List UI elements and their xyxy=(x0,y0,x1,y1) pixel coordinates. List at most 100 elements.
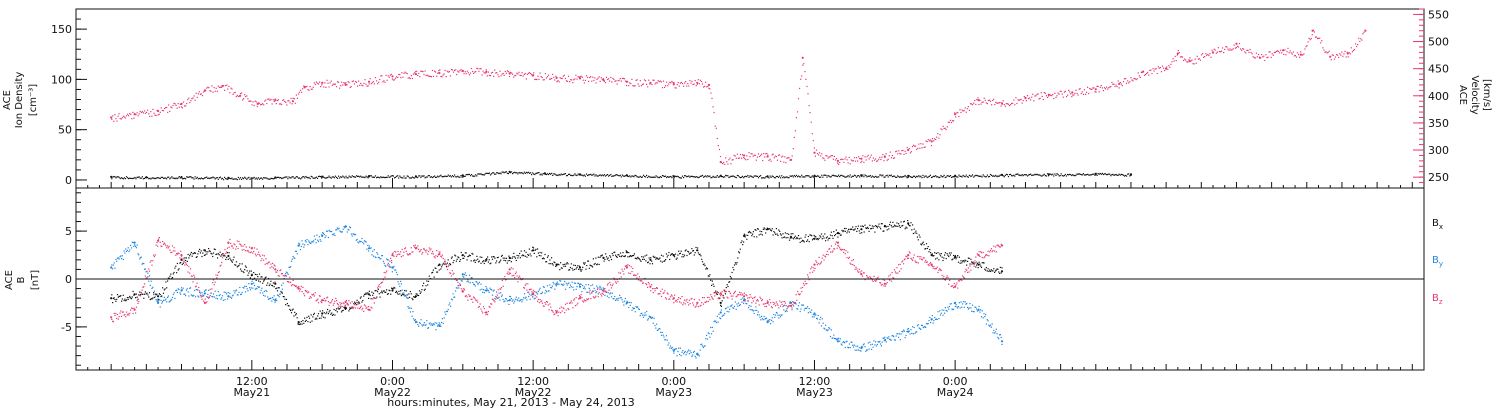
density-series-point xyxy=(840,174,842,177)
velocity-series-point xyxy=(727,163,729,165)
density-series-point xyxy=(1046,173,1049,175)
by-series-point xyxy=(367,244,369,246)
bx-series-point xyxy=(519,257,521,259)
density-series-point xyxy=(352,176,354,178)
density-series-point xyxy=(463,175,465,177)
bz-series-point xyxy=(487,314,489,316)
velocity-series-point xyxy=(948,121,950,123)
velocity-series-point xyxy=(192,97,194,99)
density-series-point xyxy=(1060,173,1062,175)
velocity-series-point xyxy=(566,80,569,82)
bz-series-point xyxy=(349,302,352,304)
bx-series-point xyxy=(871,227,873,230)
bx-series-point xyxy=(698,254,700,256)
velocity-series-point xyxy=(930,144,933,147)
by-series-point xyxy=(651,316,654,318)
by-series-point xyxy=(756,309,758,311)
by-series-point xyxy=(599,285,601,287)
bx-series-point xyxy=(973,263,975,265)
density-series-point xyxy=(797,175,800,177)
velocity-series-point xyxy=(404,71,406,73)
density-series-point xyxy=(857,175,859,177)
by-series-point xyxy=(360,240,362,243)
velocity-series-point xyxy=(163,108,166,110)
by-series-point xyxy=(146,277,148,279)
density-series-point xyxy=(324,177,326,179)
by-series-point xyxy=(801,304,803,306)
bx-series-point xyxy=(230,259,232,261)
bz-series-point xyxy=(445,264,448,266)
bz-series-point xyxy=(446,268,448,271)
by-series-point xyxy=(647,319,649,321)
bx-series-point xyxy=(482,261,484,263)
bz-series-point xyxy=(312,294,314,296)
bx-series-point xyxy=(304,320,306,322)
bz-series-point xyxy=(150,260,152,262)
density-series-point xyxy=(774,177,776,179)
density-series-point xyxy=(262,178,264,180)
density-series-point xyxy=(594,175,596,177)
velocity-series-point xyxy=(1343,53,1345,55)
density-series-point xyxy=(308,176,310,179)
velocity-series-point xyxy=(265,99,267,101)
by-series-point xyxy=(382,260,384,262)
density-series-point xyxy=(442,176,444,178)
bx-series-point xyxy=(800,237,802,239)
velocity-series-point xyxy=(330,80,332,82)
density-series-point xyxy=(772,175,774,178)
bx-series-point xyxy=(517,257,519,259)
by-series-point xyxy=(536,292,538,294)
bz-series-point xyxy=(111,318,113,320)
bx-series-point xyxy=(967,260,969,262)
density-series-point xyxy=(1056,173,1058,175)
velocity-series-point xyxy=(1171,61,1173,63)
velocity-series-point xyxy=(703,86,705,88)
velocity-series-point xyxy=(1091,88,1093,90)
velocity-series-point xyxy=(490,72,493,74)
bx-series-vertex-15 xyxy=(461,254,464,257)
density-series-point xyxy=(127,177,129,179)
by-series-point xyxy=(233,290,235,292)
bx-series-point xyxy=(207,251,209,253)
bx-series-point xyxy=(610,256,612,258)
velocity-series-point xyxy=(250,100,252,102)
density-series-point xyxy=(979,175,981,177)
velocity-series-point xyxy=(994,103,996,106)
by-series-point xyxy=(391,262,393,264)
density-series-point xyxy=(191,177,193,179)
density-series-point xyxy=(911,176,914,178)
velocity-series-point xyxy=(1265,54,1267,56)
bx-series-point xyxy=(614,251,616,253)
density-series-point xyxy=(466,174,468,176)
density-series-point xyxy=(555,174,557,176)
by-series-point xyxy=(404,295,406,297)
bx-series-point xyxy=(866,227,868,230)
velocity-series-point xyxy=(475,71,477,73)
density-series-point xyxy=(303,176,305,178)
by-series-point xyxy=(321,234,323,236)
bx-series-point xyxy=(708,275,710,277)
velocity-series-point xyxy=(499,70,501,72)
by-series-point xyxy=(128,251,130,253)
bx-series-point xyxy=(444,261,446,263)
velocity-series-point xyxy=(539,72,541,74)
velocity-series-vertex-58 xyxy=(1329,55,1332,58)
density-series-point xyxy=(246,178,248,180)
bz-series-point xyxy=(287,281,289,283)
velocity-series-point xyxy=(493,75,495,77)
density-series-point xyxy=(831,174,833,177)
bz-series-point xyxy=(135,306,137,308)
bz-series-point xyxy=(438,251,440,253)
velocity-series-point xyxy=(1023,96,1025,98)
bz-series-point xyxy=(249,246,251,248)
bz-series-point xyxy=(261,258,263,260)
velocity-series-point xyxy=(708,87,710,89)
bz-series-point xyxy=(185,262,187,264)
bz-series-point xyxy=(144,275,146,277)
density-series-point xyxy=(504,171,506,173)
velocity-series-point xyxy=(1070,93,1072,95)
density-series-point xyxy=(977,175,979,177)
density-series-point xyxy=(905,176,907,178)
velocity-series-point xyxy=(840,158,842,161)
bx-series-point xyxy=(904,228,906,230)
